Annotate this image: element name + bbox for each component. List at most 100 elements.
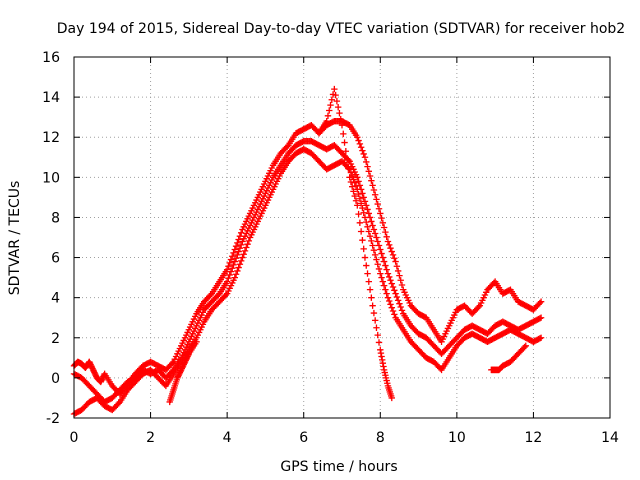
data-point: [393, 293, 401, 301]
x-tick-label: 8: [376, 430, 385, 446]
data-point: [340, 130, 347, 138]
data-point: [360, 150, 367, 158]
data-point: [346, 174, 353, 181]
data-point: [357, 144, 365, 151]
data-point: [521, 343, 528, 351]
data-point: [222, 291, 230, 299]
data-point: [361, 154, 369, 161]
data-point: [229, 265, 236, 272]
plot-frame: [73, 56, 611, 419]
data-point: [230, 249, 237, 257]
data-point: [374, 331, 381, 339]
data-point: [355, 210, 362, 218]
data-point: [388, 248, 395, 255]
data-point: [239, 254, 246, 261]
data-point: [536, 335, 544, 342]
data-point: [355, 178, 362, 185]
data-point: [352, 182, 360, 190]
data-point: [324, 112, 332, 120]
data-point: [386, 297, 393, 305]
data-point: [536, 315, 544, 322]
y-tick-label: 8: [51, 210, 60, 226]
data-point: [223, 266, 231, 273]
data-point: [386, 273, 393, 281]
data-point: [225, 275, 232, 282]
data-point: [338, 121, 346, 129]
data-point: [363, 262, 370, 269]
data-point: [227, 268, 235, 275]
data-point: [379, 278, 387, 285]
data-point: [235, 236, 242, 243]
y-tick-label: 16: [42, 50, 60, 66]
data-point: [232, 271, 240, 278]
data-point: [351, 179, 358, 186]
data-point: [237, 257, 245, 265]
data-point: [345, 165, 352, 172]
data-point: [398, 307, 406, 314]
data-point: [356, 195, 364, 202]
data-point: [371, 230, 379, 237]
data-point: [382, 286, 389, 293]
data-point: [337, 115, 344, 123]
data-point: [383, 290, 390, 297]
data-point: [342, 148, 350, 155]
data-point: [394, 297, 402, 304]
data-point: [374, 238, 381, 245]
data-point: [357, 200, 365, 207]
data-point: [354, 174, 361, 181]
data-point: [359, 147, 366, 154]
data-point: [336, 109, 343, 117]
data-point: [360, 194, 367, 201]
data-point: [373, 234, 380, 241]
data-point: [231, 274, 238, 281]
data-point: [368, 294, 375, 301]
data-point: [359, 190, 366, 197]
data-point: [375, 242, 383, 249]
data-point: [355, 190, 362, 198]
data-point: [227, 256, 235, 263]
data-point: [374, 261, 381, 268]
data-point: [235, 248, 242, 255]
data-point: [383, 233, 390, 241]
data-point: [391, 255, 398, 262]
data-point: [377, 270, 384, 277]
data-point: [323, 117, 330, 125]
x-tick-label: 12: [525, 430, 543, 446]
data-point: [368, 218, 375, 225]
data-point: [341, 139, 348, 146]
data-point: [361, 254, 369, 261]
data-point: [377, 246, 384, 253]
data-point: [354, 202, 361, 209]
data-point: [234, 251, 241, 259]
data-point: [383, 266, 390, 273]
data-point: [378, 214, 385, 222]
data-point: [475, 303, 482, 311]
data-point: [243, 244, 250, 251]
data-point: [389, 251, 397, 259]
chart-title: Day 194 of 2015, Sidereal Day-to-day VTE…: [57, 21, 625, 37]
data-point: [332, 91, 339, 99]
data-point: [380, 258, 388, 265]
data-point: [384, 294, 392, 301]
data-point: [363, 158, 370, 166]
data-point: [356, 219, 364, 226]
data-point: [370, 247, 378, 254]
data-point: [391, 311, 398, 318]
data-point: [327, 101, 334, 109]
data-point: [387, 244, 394, 252]
data-point: [232, 242, 240, 250]
data-point: [351, 192, 358, 200]
data-point: [360, 245, 367, 253]
data-point: [230, 261, 237, 269]
data-point: [231, 258, 238, 265]
data-point: [359, 236, 366, 244]
data-point: [225, 263, 232, 270]
data-point: [369, 222, 376, 229]
data-point: [371, 191, 379, 198]
data-point: [371, 251, 379, 259]
y-tick-label: 12: [42, 130, 60, 146]
y-tick-label: -2: [46, 411, 60, 427]
data-point: [378, 250, 385, 257]
data-point: [364, 206, 371, 213]
